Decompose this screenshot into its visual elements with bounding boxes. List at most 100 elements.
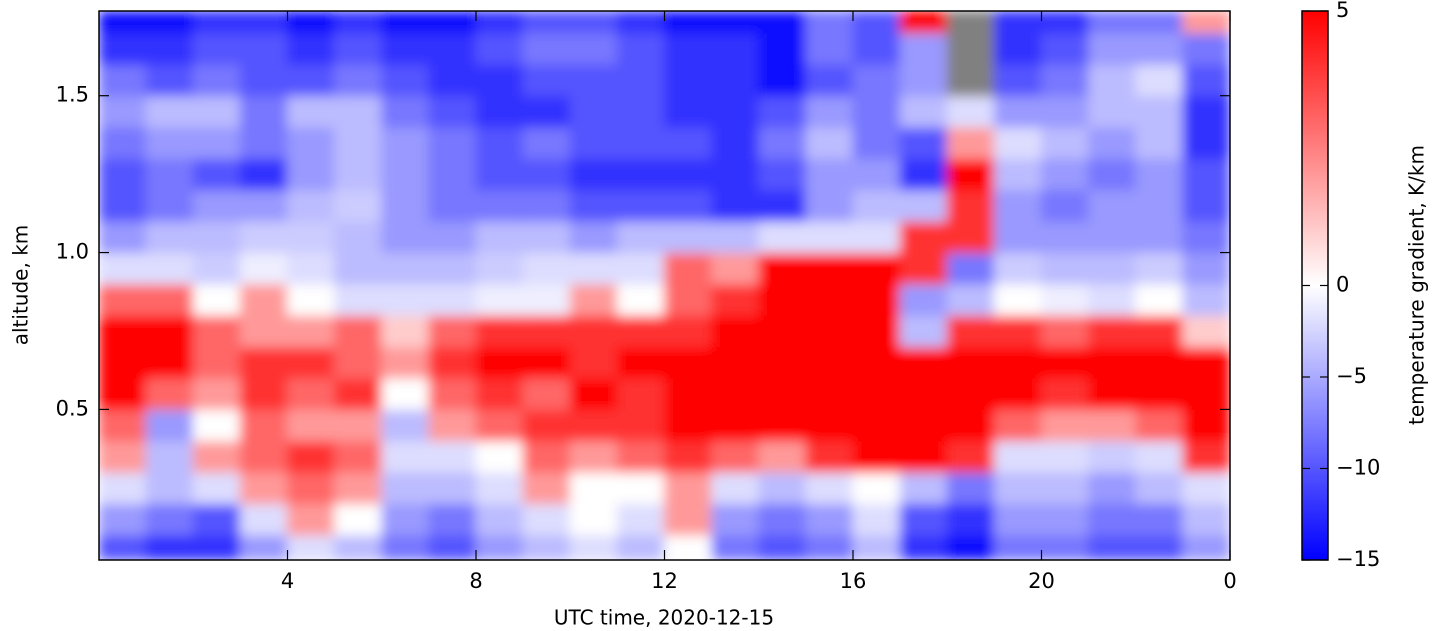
heatmap-cell: [1135, 32, 1184, 65]
heatmap-cell: [145, 283, 194, 316]
heatmap-cell: [805, 377, 854, 410]
y-tick-label: 1.5: [56, 83, 89, 107]
heatmap-cell: [664, 95, 713, 128]
heatmap-cell: [522, 440, 571, 473]
heatmap-cell: [758, 377, 807, 410]
heatmap-cell: [758, 408, 807, 442]
heatmap-cell: [428, 252, 477, 285]
heatmap-cell: [99, 32, 147, 65]
heatmap-cell: [99, 346, 147, 379]
heatmap-cell: [1182, 252, 1230, 285]
heatmap-cell: [616, 157, 665, 191]
heatmap-cell: [805, 471, 854, 505]
heatmap-cell: [852, 95, 901, 128]
heatmap-cell: [1041, 157, 1090, 191]
y-tick-label: 1.0: [56, 240, 89, 264]
heatmap-cell: [616, 95, 665, 128]
heatmap-cell: [1135, 314, 1184, 348]
heatmap-cell: [1088, 32, 1137, 65]
heatmap-cell: [1182, 95, 1230, 128]
heatmap-cell: [1041, 63, 1090, 97]
heatmap-cell: [428, 63, 477, 97]
heatmap-cell: [1088, 440, 1137, 473]
heatmap-cell: [334, 314, 383, 348]
heatmap-cell: [1182, 63, 1230, 97]
heatmap-cell: [664, 63, 713, 97]
heatmap-cell: [1088, 503, 1137, 536]
heatmap-cell: [1088, 377, 1137, 410]
heatmap-cell: [758, 95, 807, 128]
heatmap-cell: [899, 252, 948, 285]
heatmap-cell: [1135, 377, 1184, 410]
heatmap-cell: [852, 346, 901, 379]
heatmap-cell: [616, 440, 665, 473]
heatmap-cell: [239, 63, 288, 97]
heatmap-cell: [758, 503, 807, 536]
heatmap-cell: [711, 503, 760, 536]
heatmap-cell: [428, 534, 477, 560]
heatmap-cell: [616, 220, 665, 254]
heatmap-cell: [1135, 534, 1184, 560]
heatmap-cell: [993, 503, 1042, 536]
heatmap-cell: [145, 408, 194, 442]
heatmap-cell: [899, 220, 948, 254]
heatmap-cell: [381, 32, 430, 65]
heatmap-cell: [145, 471, 194, 505]
heatmap-cell: [711, 534, 760, 560]
x-axis-label: UTC time, 2020-12-15: [554, 606, 774, 630]
heatmap-cell: [522, 534, 571, 560]
heatmap-cell: [334, 220, 383, 254]
x-tick-label: 12: [651, 569, 678, 593]
heatmap-cell: [1182, 440, 1230, 473]
heatmap-cell: [758, 283, 807, 316]
heatmap-cell: [522, 32, 571, 65]
heatmap-cell: [805, 189, 854, 222]
heatmap-cell: [805, 503, 854, 536]
heatmap-cell: [145, 157, 194, 191]
heatmap-cell: [664, 471, 713, 505]
heatmap-cell: [381, 503, 430, 536]
heatmap-cell: [899, 126, 948, 159]
heatmap-cell: [758, 189, 807, 222]
heatmap-cell: [805, 534, 854, 560]
heatmap-cell: [616, 126, 665, 159]
heatmap-cell: [899, 534, 948, 560]
heatmap-cell: [428, 377, 477, 410]
heatmap-cell: [993, 189, 1042, 222]
heatmap-cell: [569, 471, 618, 505]
heatmap-cell: [946, 11, 995, 34]
heatmap-cell: [1182, 377, 1230, 410]
heatmap-cell: [381, 471, 430, 505]
heatmap-cell: [711, 63, 760, 97]
heatmap-cell: [522, 126, 571, 159]
heatmap-cell: [852, 252, 901, 285]
heatmap-cell: [428, 503, 477, 536]
heatmap-cell: [1088, 314, 1137, 348]
colorbar-label: temperature gradient, K/km: [1405, 145, 1429, 425]
heatmap-cell: [334, 346, 383, 379]
heatmap-cell: [522, 95, 571, 128]
colorbar-tick-label: 0: [1336, 273, 1349, 297]
heatmap-cell: [1182, 157, 1230, 191]
heatmap-cell: [1135, 189, 1184, 222]
heatmap-cell: [381, 408, 430, 442]
heatmap-cell: [805, 11, 854, 34]
heatmap-cell: [664, 314, 713, 348]
heatmap-cell: [1088, 471, 1137, 505]
heatmap-cell: [946, 63, 995, 97]
heatmap-cell: [381, 126, 430, 159]
heatmap-cell: [805, 220, 854, 254]
heatmap-cell: [899, 471, 948, 505]
heatmap-cell: [1135, 346, 1184, 379]
heatmap-cell: [899, 189, 948, 222]
heatmap-cell: [192, 283, 241, 316]
heatmap-cell: [287, 32, 336, 65]
heatmap-cell: [239, 95, 288, 128]
heatmap-cell: [475, 283, 524, 316]
heatmap-cell: [239, 11, 288, 34]
heatmap-cell: [381, 63, 430, 97]
heatmap-cell: [334, 157, 383, 191]
heatmap-cell: [1088, 534, 1137, 560]
heatmap-cell: [287, 126, 336, 159]
